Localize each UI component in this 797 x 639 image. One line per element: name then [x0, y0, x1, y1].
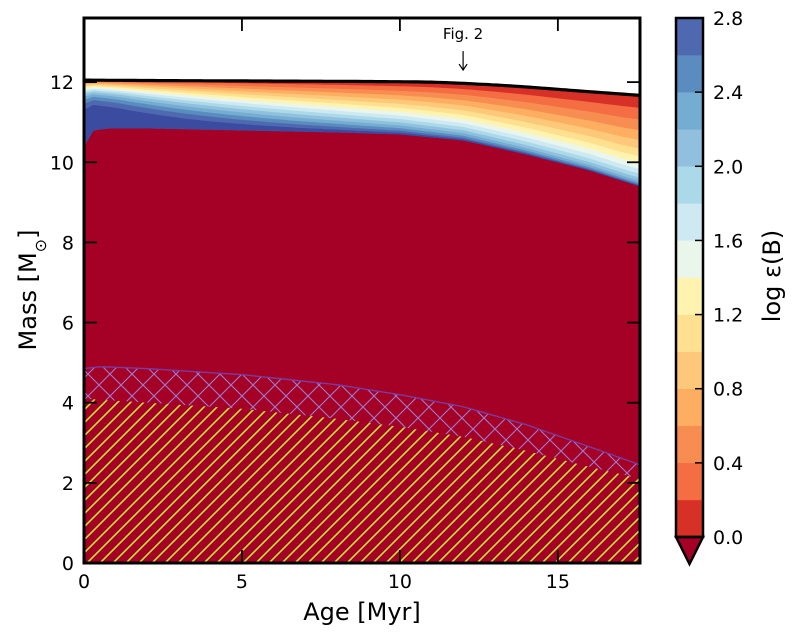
- crosshatched-region: [84, 366, 640, 479]
- x-tick-label: 0: [78, 571, 90, 593]
- y-axis-title-symbol: ⊙: [31, 239, 50, 252]
- colorbar: 0.0 0.4 0.8 1.2 1.6 2.0 2.4 2.8: [673, 8, 743, 567]
- colorbar-title: log ε(B): [758, 230, 786, 322]
- colorbar-band: [675, 499, 704, 538]
- annotation-label: Fig. 2: [443, 25, 483, 43]
- colorbar-band: [675, 91, 704, 130]
- fig2-annotation: Fig. 2: [443, 25, 483, 72]
- colorbar-band: [675, 54, 704, 93]
- contour-band: [84, 104, 640, 187]
- y-axis-title: Mass [M⊙]: [14, 230, 50, 351]
- colorbar-frame: [674, 16, 705, 539]
- colorbar-band: [675, 17, 704, 56]
- x-tick-label: 10: [388, 571, 412, 593]
- colorbar-tick-label: 1.2: [713, 305, 743, 327]
- y-tick-label: 0: [62, 553, 74, 575]
- colorbar-band: [675, 240, 704, 278]
- y-tick-label: 4: [62, 393, 74, 415]
- colorbar-band: [675, 314, 704, 352]
- colorbar-tick-label: 0.4: [713, 453, 743, 475]
- colorbar-band: [675, 166, 704, 204]
- crosshatched-region-boundary: [84, 366, 640, 466]
- colorbar-band: [675, 388, 704, 427]
- colorbar-band: [675, 277, 704, 315]
- colorbar-tick-label: 0.0: [713, 527, 743, 549]
- colorbar-tick-label: 2.8: [713, 8, 743, 30]
- colorbar-tick-label: 1.6: [713, 230, 743, 252]
- y-axis-title-suffix: ]: [14, 230, 42, 239]
- x-axis-title: Age [Myr]: [303, 598, 421, 626]
- plot-frame: [82, 16, 642, 565]
- plot-area: [84, 78, 640, 563]
- colorbar-tick-label: 2.4: [713, 82, 743, 104]
- y-tick-label: 10: [50, 152, 74, 174]
- colorbar-tick-label: 2.0: [713, 156, 743, 178]
- y-tick-label: 2: [62, 473, 74, 495]
- y-axis-title-prefix: Mass [M: [14, 252, 42, 350]
- colorbar-band: [675, 203, 704, 241]
- colorbar-band: [675, 462, 704, 501]
- axes: 0 5 10 15 0 2 4 6 8 10 12: [50, 18, 640, 593]
- colorbar-band: [675, 128, 704, 167]
- annotation-arrowhead: [458, 63, 468, 72]
- y-tick-label: 12: [50, 72, 74, 94]
- stellar-mass-line: [84, 78, 640, 97]
- core-hatched-region: [84, 398, 640, 563]
- y-tick-label: 8: [62, 232, 74, 254]
- colorbar-tick-label: 0.8: [713, 379, 743, 401]
- x-tick-label: 15: [546, 571, 570, 593]
- y-tick-label: 6: [62, 313, 74, 335]
- colorbar-extend-triangle: [673, 535, 706, 567]
- x-tick-label: 5: [236, 571, 248, 593]
- colorbar-band: [675, 351, 704, 389]
- colorbar-band: [675, 425, 704, 464]
